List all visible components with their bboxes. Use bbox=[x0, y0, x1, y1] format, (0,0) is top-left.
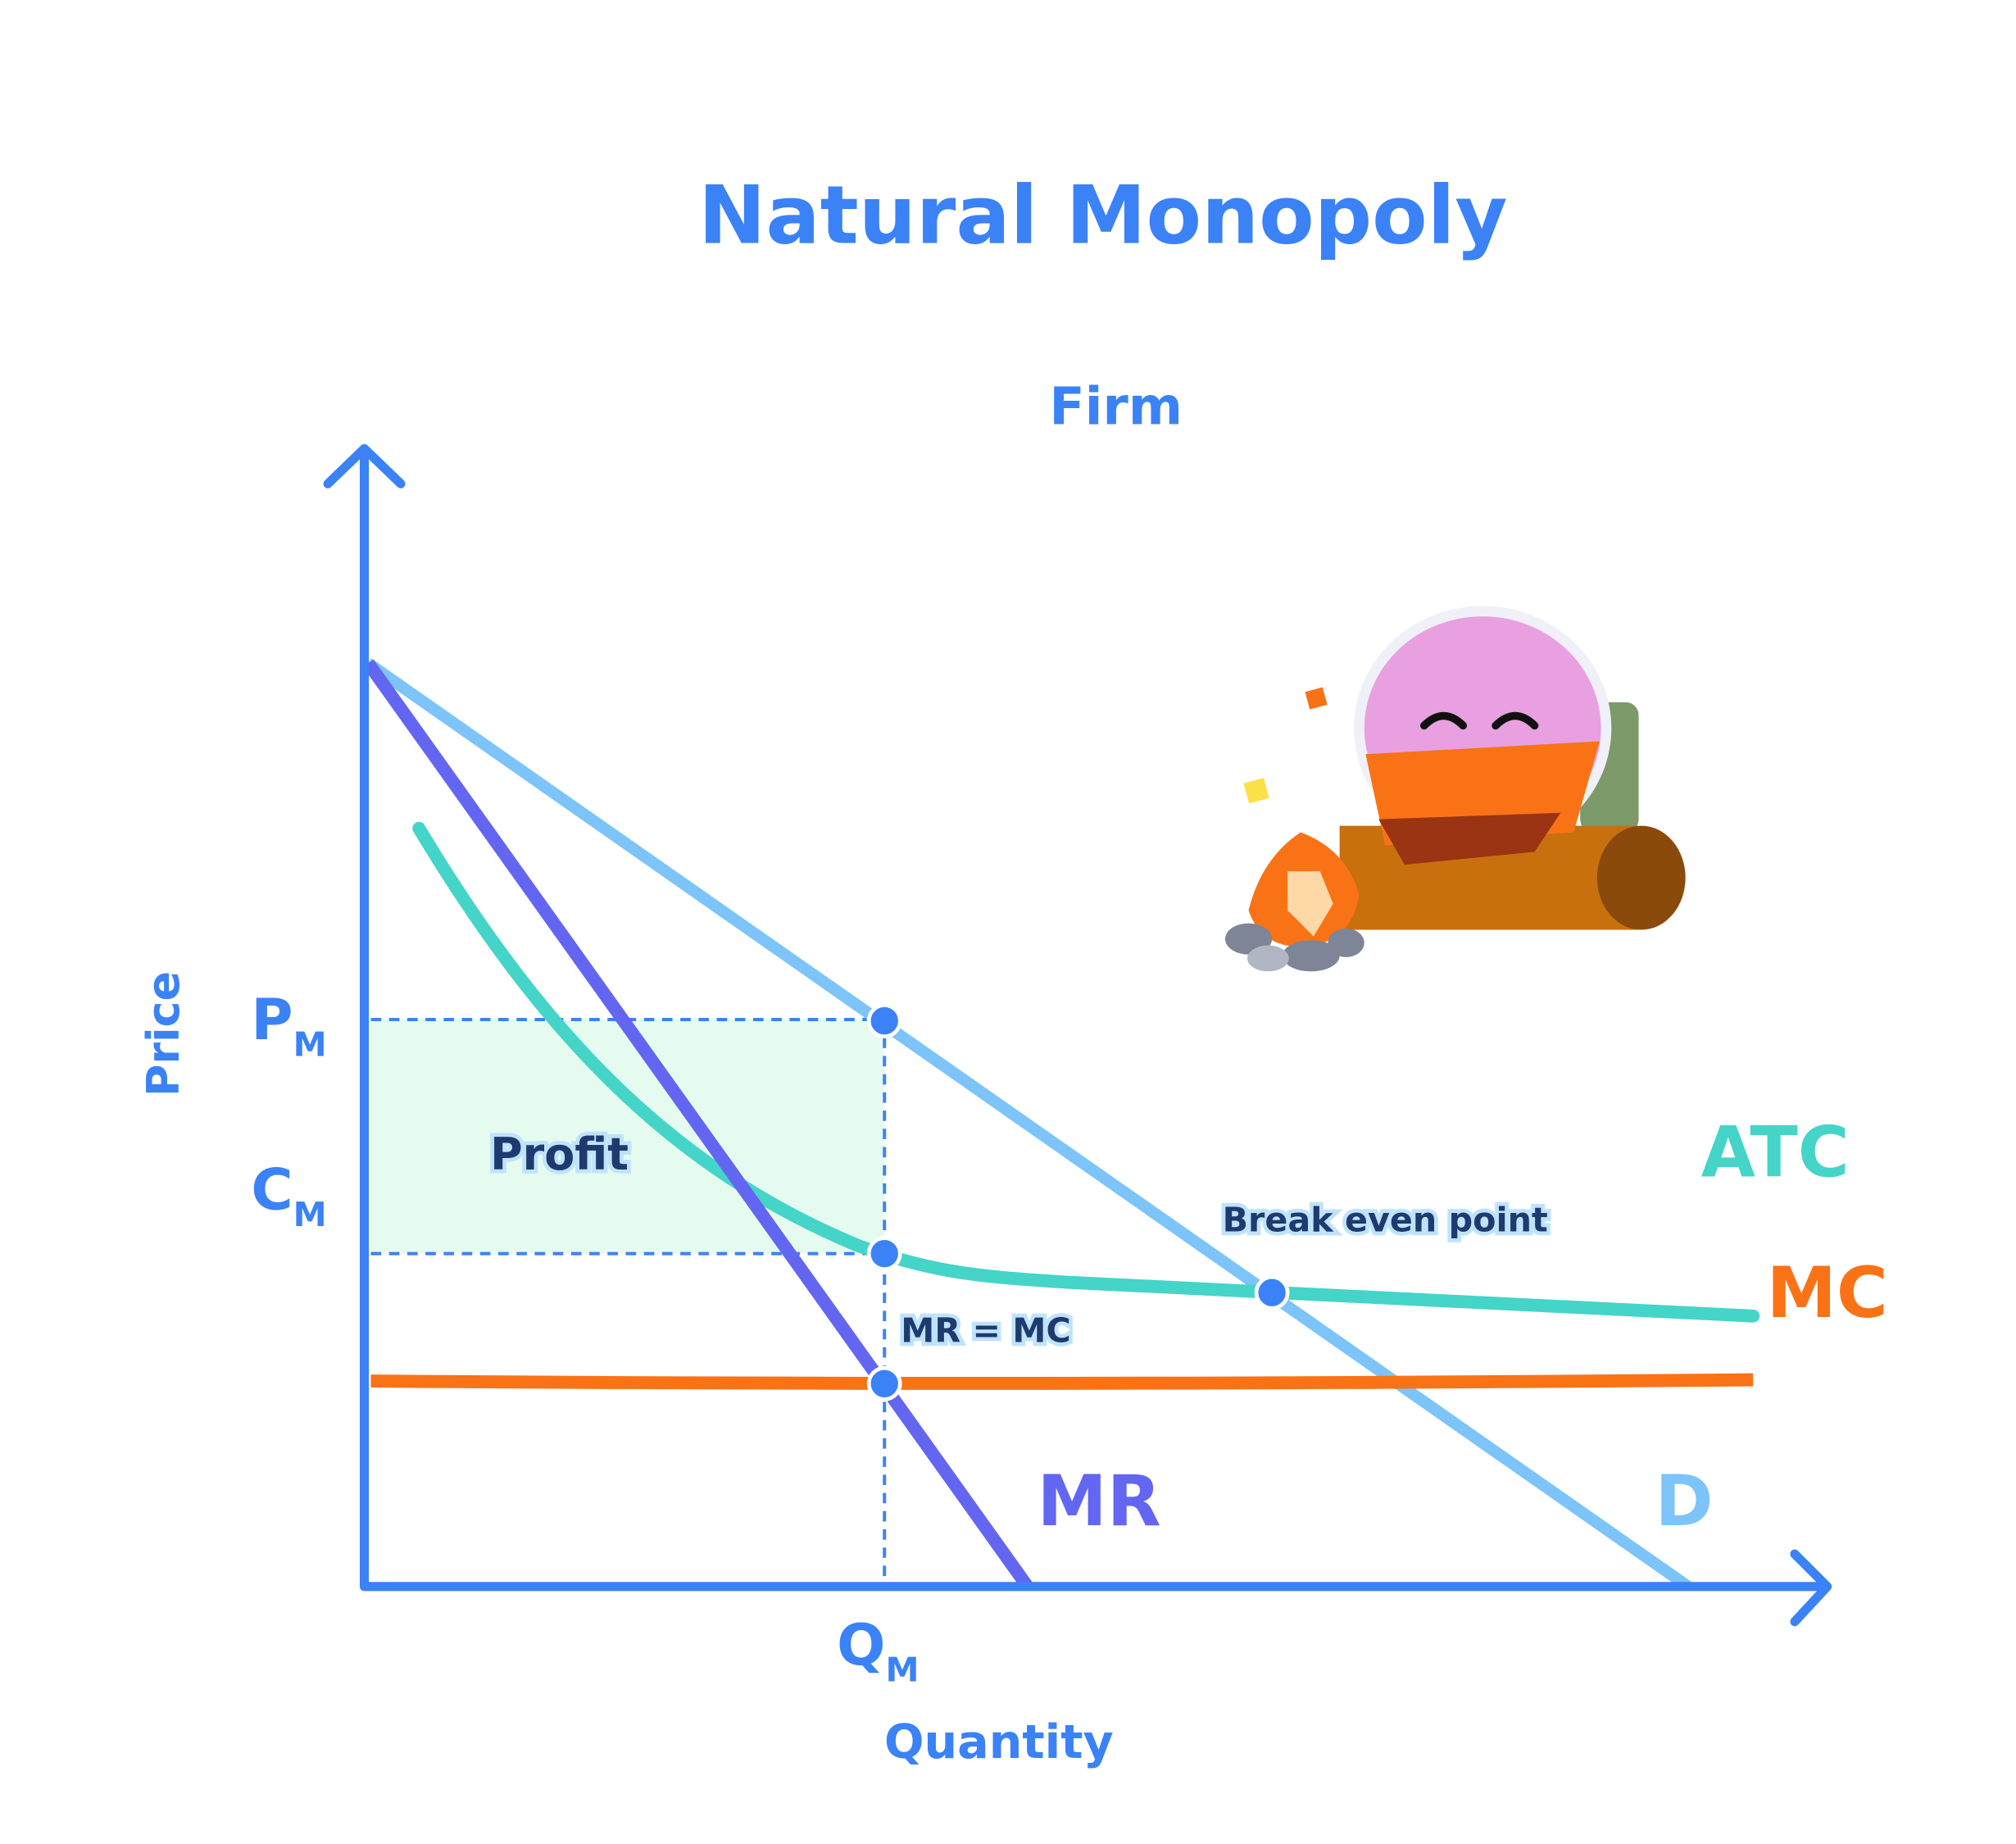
quantity-label: QM bbox=[837, 1612, 919, 1690]
subtitle: Firm bbox=[1049, 375, 1183, 436]
cost-label: CM bbox=[251, 1157, 326, 1235]
flame-core bbox=[1287, 871, 1333, 937]
title: Natural Monopoly bbox=[698, 170, 1507, 263]
point bbox=[1254, 1274, 1290, 1310]
quantity-main: Q bbox=[837, 1612, 885, 1678]
mc-curve bbox=[370, 1373, 1754, 1390]
stone bbox=[1282, 940, 1340, 972]
cost-main: C bbox=[251, 1157, 293, 1224]
demand-label: D bbox=[1655, 1460, 1714, 1542]
spark bbox=[1243, 778, 1269, 804]
atc-label: ATC bbox=[1701, 1112, 1850, 1194]
axes bbox=[323, 443, 1832, 1627]
atc-curve bbox=[412, 821, 1760, 1323]
price-main: P bbox=[251, 987, 293, 1053]
x-axis-label: Quantity bbox=[884, 1715, 1114, 1769]
price-label: PM bbox=[251, 987, 326, 1065]
y-arrow bbox=[323, 443, 406, 488]
axis-lines bbox=[360, 450, 1830, 1592]
body bbox=[1378, 812, 1561, 865]
mr-curve bbox=[362, 659, 1033, 1591]
demand-curve bbox=[365, 658, 1691, 1592]
quantity-sub: M bbox=[885, 1651, 919, 1690]
mc-label: MC bbox=[1767, 1252, 1888, 1334]
x-arrow bbox=[1790, 1549, 1832, 1627]
point bbox=[866, 1365, 902, 1401]
mr-mc-label: MR = MC bbox=[901, 1310, 1070, 1350]
eyes bbox=[1419, 711, 1539, 730]
points bbox=[866, 1003, 1290, 1401]
mr-label: MR bbox=[1037, 1460, 1160, 1542]
profit-label: Profit bbox=[490, 1129, 629, 1180]
break-even-label: Break even point bbox=[1223, 1201, 1548, 1240]
point bbox=[866, 1003, 902, 1039]
stone bbox=[1328, 928, 1364, 957]
y-axis-label: Price bbox=[138, 971, 189, 1097]
log-end bbox=[1596, 825, 1686, 930]
cost-sub: M bbox=[293, 1195, 327, 1234]
stone bbox=[1246, 945, 1289, 972]
stones bbox=[1224, 923, 1364, 972]
price-sub: M bbox=[293, 1024, 327, 1064]
spark bbox=[1305, 687, 1328, 710]
point bbox=[866, 1236, 902, 1272]
mascot bbox=[1224, 606, 1686, 972]
